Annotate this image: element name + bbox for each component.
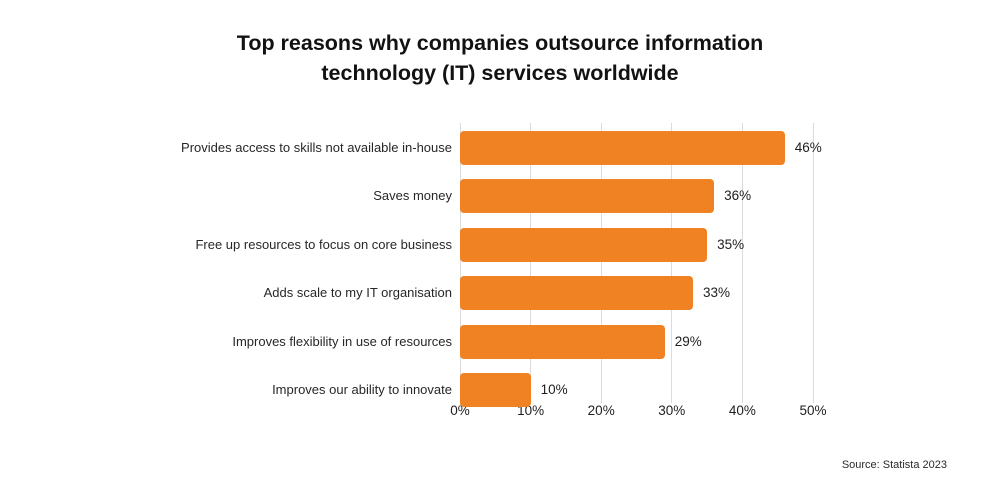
- category-label: Free up resources to focus on core busin…: [195, 236, 452, 252]
- bar: [460, 276, 693, 311]
- x-axis-tick-label: 20%: [587, 403, 615, 418]
- x-axis-tick-label: 30%: [658, 403, 686, 418]
- bar-chart: 0% 10% 20% 30% 40% 50% Provides access to skil…: [0, 115, 1000, 445]
- category-label: Provides access to skills not available …: [181, 140, 452, 155]
- value-label: 35%: [717, 236, 745, 252]
- value-label: 36%: [724, 188, 752, 204]
- grid-line: [530, 123, 532, 403]
- grid-line: [459, 123, 461, 403]
- category-label: Improves flexibility in use of resources: [232, 333, 452, 349]
- bar: [460, 131, 785, 165]
- value-label: 29%: [674, 333, 702, 349]
- value-label: 10%: [540, 382, 568, 397]
- value-label: 46%: [794, 140, 822, 155]
- bar: [460, 324, 665, 359]
- category-label: Improves our ability to innovate: [272, 382, 452, 397]
- grid-line: [741, 123, 743, 403]
- category-label: Saves money: [373, 188, 452, 204]
- grid-line: [671, 123, 673, 403]
- bar: [460, 373, 531, 407]
- x-axis-tick-label: 40%: [728, 403, 756, 418]
- value-label: 33%: [702, 285, 730, 301]
- chart-title: Top reasons why companies outsource info…: [236, 31, 764, 86]
- bar: [460, 179, 715, 214]
- grid-line: [600, 123, 602, 403]
- x-axis-tick-label: 50%: [799, 403, 827, 418]
- category-label: Adds scale to my IT organisation: [263, 285, 452, 301]
- source-note: Source: Statista 2023: [841, 459, 947, 471]
- grid-line: [812, 123, 814, 403]
- bar: [460, 227, 708, 262]
